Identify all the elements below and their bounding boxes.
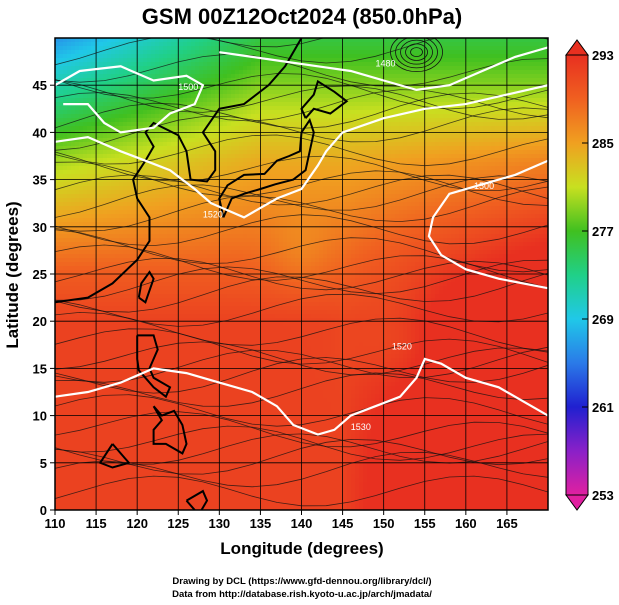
credit-data: Data from http://database.rish.kyoto-u.a… xyxy=(172,589,432,600)
colorbar-bottom-arrow xyxy=(565,494,589,511)
y-tick-label: 35 xyxy=(33,173,47,188)
coastline xyxy=(218,117,315,218)
colorbar-tick-label: 277 xyxy=(592,224,614,239)
streamline xyxy=(55,73,548,110)
streamline xyxy=(55,92,548,129)
streamline xyxy=(55,328,548,365)
credit-drawing: Drawing by DCL (https://www.gfd-dennou.o… xyxy=(172,576,431,587)
y-tick-label: 20 xyxy=(33,314,47,329)
streamline xyxy=(55,433,548,465)
x-tick-label: 150 xyxy=(373,516,395,531)
y-tick-label: 30 xyxy=(33,220,47,235)
x-tick-label: 160 xyxy=(455,516,477,531)
colorbar-tick-label: 269 xyxy=(592,312,614,327)
streamline xyxy=(55,214,548,247)
cyclone-vortex xyxy=(400,39,433,65)
streamline xyxy=(55,244,548,289)
contour-label: 1520 xyxy=(203,209,223,219)
chart-title: GSM 00Z12Oct2024 (850.0hPa) xyxy=(142,4,462,29)
colorbar-tick-label: 285 xyxy=(592,136,614,151)
colorbar-bar xyxy=(565,54,589,496)
streamline xyxy=(55,311,548,352)
x-tick-label: 135 xyxy=(250,516,272,531)
colorbar-ticks: 253 261 269 277 285 293 xyxy=(582,48,614,503)
y-tick-label: 25 xyxy=(33,267,47,282)
colorbar-tick-label: 293 xyxy=(592,48,614,63)
streamline xyxy=(55,475,548,507)
y-tick-label: 15 xyxy=(33,361,47,376)
colorbar: 253 261 269 277 285 293 xyxy=(565,39,614,511)
colorbar-tick-label: 261 xyxy=(592,400,614,415)
cyclone-vortex xyxy=(390,38,443,73)
y-tick-label: 45 xyxy=(33,78,47,93)
streamline xyxy=(55,293,548,327)
y-tick-label: 5 xyxy=(40,456,47,471)
temperature-shading xyxy=(55,38,548,510)
coastline xyxy=(300,79,349,119)
streamline xyxy=(55,372,548,407)
contour-label: 1520 xyxy=(392,342,412,352)
x-tick-label: 155 xyxy=(414,516,436,531)
x-tick-label: 125 xyxy=(167,516,189,531)
coastline xyxy=(98,443,131,469)
contour-label: 1480 xyxy=(375,58,395,68)
y-axis-label: Latitude (degrees) xyxy=(3,201,22,348)
contour-label: 1530 xyxy=(351,422,371,432)
streamline xyxy=(55,38,326,48)
height-contour xyxy=(427,159,548,290)
streamline xyxy=(55,341,548,376)
streamline xyxy=(55,346,548,383)
x-tick-label: 165 xyxy=(496,516,518,531)
streamline xyxy=(55,151,548,191)
y-tick-label: 10 xyxy=(33,409,47,424)
y-tick-label: 0 xyxy=(40,503,47,518)
x-tick-label: 145 xyxy=(332,516,354,531)
y-axis-ticks: 0 5 10 15 20 25 30 35 40 45 xyxy=(33,78,55,518)
colorbar-tick-label: 253 xyxy=(592,488,614,503)
coastlines xyxy=(55,38,349,510)
streamline xyxy=(55,53,548,87)
cyclone-vortex xyxy=(395,38,438,69)
x-tick-label: 130 xyxy=(208,516,230,531)
x-axis-ticks: 110 115 120 125 130 135 140 145 150 155 160 165 xyxy=(45,510,518,531)
map-plot-area: 1500 1480 1520 1500 1520 1530 xyxy=(55,38,548,510)
streamline xyxy=(55,175,548,218)
streamline xyxy=(55,89,548,122)
cyclone-vortex xyxy=(405,43,428,61)
streamline xyxy=(55,186,548,232)
coastline xyxy=(185,489,209,510)
coastline xyxy=(55,38,303,304)
x-tick-label: 110 xyxy=(45,516,66,531)
x-tick-label: 140 xyxy=(291,516,313,531)
streamline xyxy=(55,174,548,206)
contour-label: 1500 xyxy=(474,181,494,191)
colorbar-top-arrow xyxy=(565,39,589,56)
streamline xyxy=(55,451,548,488)
coastline xyxy=(152,405,188,455)
cyclone-vortex xyxy=(410,47,423,58)
streamline xyxy=(55,438,548,475)
coastline xyxy=(137,270,155,304)
streamline xyxy=(55,161,548,206)
height-contour xyxy=(55,65,205,134)
streamline xyxy=(55,259,548,301)
streamline xyxy=(55,394,548,427)
grid-lines xyxy=(55,38,548,510)
y-tick-label: 40 xyxy=(33,125,47,140)
x-tick-label: 120 xyxy=(126,516,148,531)
x-tick-label: 115 xyxy=(86,516,107,531)
height-contour xyxy=(55,84,548,219)
coastline xyxy=(136,334,172,399)
height-contour xyxy=(219,46,548,92)
contour-label: 1500 xyxy=(178,82,198,92)
x-axis-label: Longitude (degrees) xyxy=(220,539,383,558)
streamline xyxy=(55,134,548,167)
streamline xyxy=(55,411,548,448)
streamline xyxy=(55,107,548,151)
height-contours: 1500 1480 1520 1500 1520 1530 xyxy=(55,46,548,436)
height-contour xyxy=(55,357,548,436)
